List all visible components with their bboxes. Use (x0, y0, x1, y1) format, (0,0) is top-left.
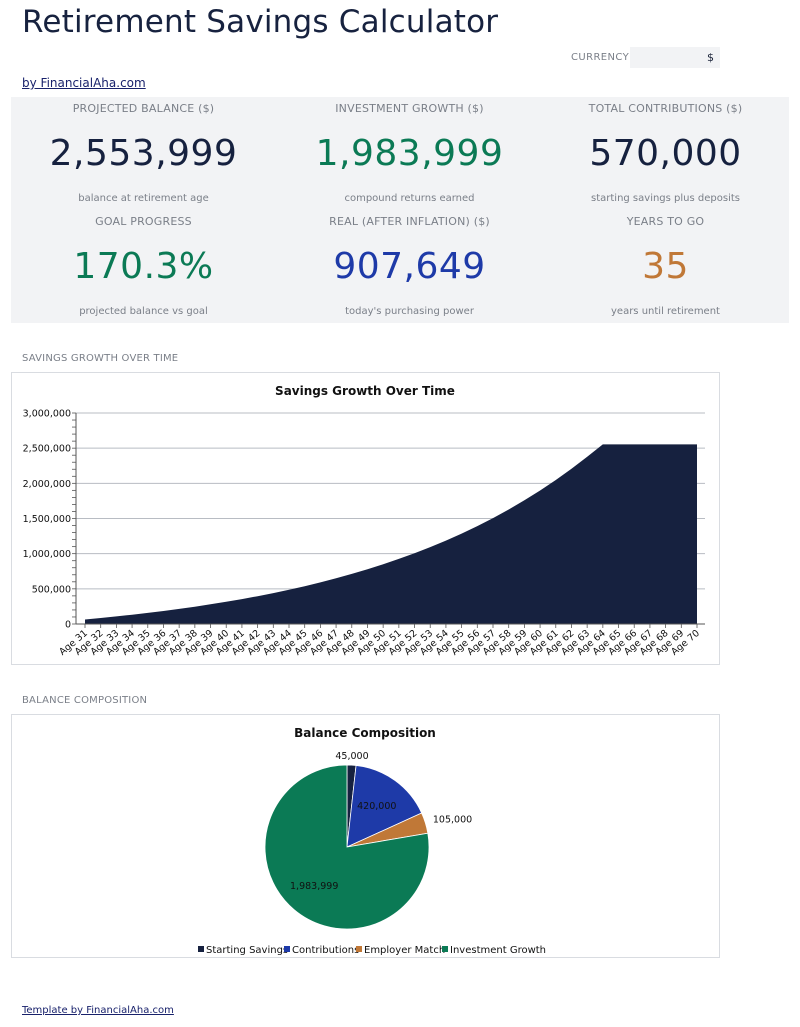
contributions-slice (346, 765, 423, 848)
investment-growth-slice (264, 764, 430, 930)
kpi-panel: PROJECTED BALANCE ($) 2,553,999 balance at… (11, 97, 789, 323)
total-contributions-caption: starting savings plus deposits (591, 193, 740, 204)
chart-title: Savings Growth Over Time (275, 384, 455, 398)
footer-link[interactable]: Template by FinancialAha.com (22, 1005, 174, 1016)
savings-area (85, 444, 697, 624)
employer-match-value-label: 105,000 (433, 814, 472, 825)
years-to-go-value: 35 (642, 246, 689, 287)
starting-savings-legend-label: Starting Savings (206, 945, 288, 956)
years-to-go-caption: years until retirement (611, 306, 720, 317)
starting-savings-value-label: 45,000 (335, 751, 368, 762)
chart-title: Balance Composition (294, 726, 436, 740)
employer-match-legend-swatch (356, 946, 362, 952)
real-after-inflation-caption: today's purchasing power (345, 306, 474, 317)
contributions-value-label: 420,000 (357, 801, 396, 812)
contributions-legend-label: Contributions (292, 945, 359, 956)
currency-input[interactable] (630, 47, 720, 68)
starting-savings-legend-swatch (198, 946, 204, 952)
investment-growth-card: INVESTMENT GROWTH ($) 1,983,999 compound r… (280, 97, 539, 210)
years-to-go-label: YEARS TO GO (626, 215, 705, 228)
total-contributions-card: TOTAL CONTRIBUTIONS ($) 570,000 starting s… (536, 97, 795, 210)
balance-composition-svg: Balance Composition 45,000 420,000 105,000 1… (198, 726, 546, 956)
brand-link[interactable]: by FinancialAha.com (22, 76, 146, 90)
investment-growth-value: 1,983,999 (315, 133, 504, 174)
projected-balance-value: 2,553,999 (49, 133, 238, 174)
savings-growth-svg: Savings Growth Over Time 0 500,000 1,000,00… (23, 384, 705, 658)
goal-progress-caption: projected balance vs goal (79, 306, 208, 317)
y-tick-label: 3,000,000 (23, 409, 71, 420)
real-after-inflation-label: REAL (AFTER INFLATION) ($) (329, 215, 490, 228)
savings-growth-chart: Savings Growth Over Time 0 500,000 1,000,00… (11, 372, 720, 665)
y-tick-label: 1,500,000 (23, 514, 71, 525)
y-tick-label: 1,000,000 (23, 549, 71, 560)
y-tick-label: 2,000,000 (23, 479, 71, 490)
goal-progress-value: 170.3% (73, 246, 214, 287)
projected-balance-caption: balance at retirement age (78, 193, 209, 204)
investment-growth-legend-swatch (442, 946, 448, 952)
investment-growth-caption: compound returns earned (344, 193, 475, 204)
balance-composition-section-label: BALANCE COMPOSITION (22, 695, 148, 706)
goal-progress-card: GOAL PROGRESS 170.3% projected balance vs … (14, 210, 273, 323)
projected-balance-card: PROJECTED BALANCE ($) 2,553,999 balance at… (14, 97, 273, 210)
years-to-go-card: YEARS TO GO 35 years until retirement (536, 210, 795, 323)
projected-balance-label: PROJECTED BALANCE ($) (72, 102, 215, 115)
currency-label: CURRENCY (571, 52, 630, 63)
page-title: Retirement Savings Calculator (22, 4, 499, 40)
real-after-inflation-value: 907,649 (333, 246, 486, 287)
y-tick-label: 500,000 (32, 584, 71, 595)
investment-growth-value-label: 1,983,999 (290, 881, 338, 892)
total-contributions-label: TOTAL CONTRIBUTIONS ($) (588, 102, 743, 115)
savings-growth-section-label: SAVINGS GROWTH OVER TIME (22, 353, 179, 364)
employer-match-legend-label: Employer Match (364, 945, 445, 956)
investment-growth-label: INVESTMENT GROWTH ($) (335, 102, 484, 115)
y-tick-label: 2,500,000 (23, 444, 71, 455)
balance-composition-chart: Balance Composition 45,000 420,000 105,000 1… (11, 714, 720, 958)
goal-progress-label: GOAL PROGRESS (95, 215, 192, 228)
total-contributions-value: 570,000 (589, 133, 742, 174)
real-after-inflation-card: REAL (AFTER INFLATION) ($) 907,649 today's… (280, 210, 539, 323)
y-tick-label: 0 (65, 620, 71, 631)
contributions-legend-swatch (284, 946, 290, 952)
investment-growth-legend-label: Investment Growth (450, 945, 546, 956)
